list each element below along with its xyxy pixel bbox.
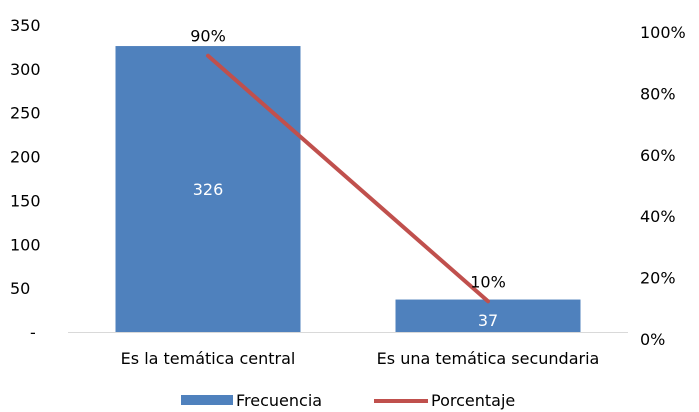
porcentaje-line bbox=[206, 53, 490, 304]
category-label: Es la temática central bbox=[121, 349, 296, 368]
left-axis-tick-label: 50 bbox=[10, 279, 30, 298]
left-axis-tick-label: 250 bbox=[10, 104, 41, 123]
bar bbox=[115, 46, 301, 333]
legend: Frecuencia Porcentaje bbox=[181, 391, 515, 410]
right-axis-ticks: 0% 20% 40% 60% 80% 100% bbox=[640, 23, 686, 349]
right-axis-tick-label: 100% bbox=[640, 23, 686, 42]
bar-data-label: 37 bbox=[478, 311, 498, 330]
left-axis-tick-label: 300 bbox=[10, 60, 41, 79]
left-axis-tick-label: 100 bbox=[10, 235, 41, 254]
left-axis-tick-label: 200 bbox=[10, 148, 41, 167]
right-axis-tick-label: 0% bbox=[640, 330, 665, 349]
legend-label-porcentaje: Porcentaje bbox=[431, 391, 515, 410]
legend-label-frecuencia: Frecuencia bbox=[236, 391, 322, 410]
line-data-label: 10% bbox=[470, 272, 506, 291]
bar-data-label: 326 bbox=[193, 180, 224, 199]
line-data-label: 90% bbox=[190, 27, 226, 46]
bar-data-labels: 326 37 bbox=[193, 180, 498, 330]
legend-swatch-frecuencia bbox=[181, 395, 233, 405]
left-axis-tick-label: 350 bbox=[10, 16, 41, 35]
left-axis-tick-label: - bbox=[30, 323, 36, 342]
right-axis-tick-label: 60% bbox=[640, 146, 676, 165]
bar-series bbox=[115, 46, 581, 333]
left-axis-ticks: - 50 100 150 200 250 300 350 bbox=[10, 16, 41, 342]
line-data-labels: 90% 10% bbox=[190, 27, 506, 292]
category-labels: Es la temática central Es una temática se… bbox=[121, 349, 600, 368]
right-axis-tick-label: 40% bbox=[640, 207, 676, 226]
bar bbox=[395, 299, 581, 332]
right-axis-tick-label: 20% bbox=[640, 269, 676, 288]
right-axis-tick-label: 80% bbox=[640, 84, 676, 103]
left-axis-tick-label: 150 bbox=[10, 191, 41, 210]
line-series bbox=[206, 53, 490, 304]
category-label: Es una temática secundaria bbox=[377, 349, 600, 368]
